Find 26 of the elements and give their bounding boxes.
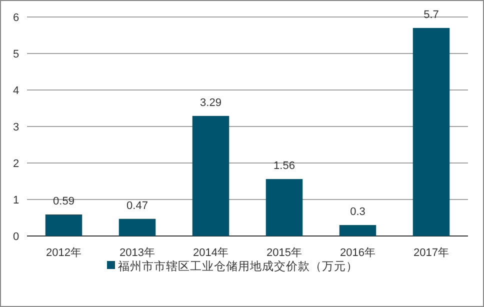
y-tick-label: 6	[12, 12, 20, 24]
bar	[45, 214, 82, 236]
data-label: 3.29	[200, 96, 222, 109]
x-tick-label: 2012年	[46, 247, 82, 259]
legend-label: 福州市市辖区工业仓储用地成交价款（万元）	[118, 259, 358, 273]
y-tick-label: 5	[12, 48, 20, 60]
bar	[266, 179, 303, 236]
y-tick-label: 1	[12, 194, 20, 206]
x-tick-label: 2017年	[414, 247, 449, 259]
data-label: 0.59	[53, 195, 74, 208]
y-tick-label: 0	[12, 231, 20, 243]
bar	[192, 116, 230, 236]
data-label: 0.47	[126, 200, 148, 212]
bar	[118, 218, 156, 236]
y-tick-label: 2	[12, 158, 20, 170]
x-tick-label: 2015年	[266, 247, 302, 259]
y-tick-label: 4	[12, 85, 20, 97]
x-tick-label: 2016年	[340, 247, 376, 259]
bar	[412, 28, 450, 236]
data-label: 5.7	[424, 8, 439, 21]
data-label: 0.3	[350, 206, 366, 218]
bar	[339, 225, 376, 236]
x-tick-label: 2014年	[193, 247, 228, 259]
y-tick-label: 3	[12, 122, 20, 134]
data-label: 1.56	[274, 160, 295, 172]
x-tick-label: 2013年	[120, 247, 155, 259]
